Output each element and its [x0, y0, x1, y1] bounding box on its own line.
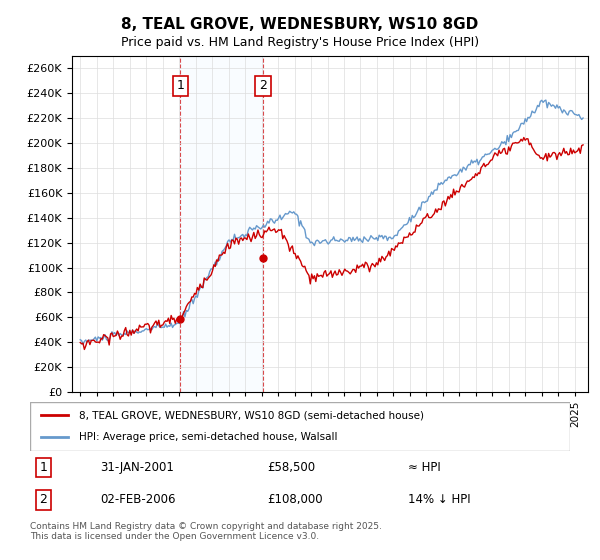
Text: 8, TEAL GROVE, WEDNESBURY, WS10 8GD: 8, TEAL GROVE, WEDNESBURY, WS10 8GD: [121, 17, 479, 32]
Text: 02-FEB-2006: 02-FEB-2006: [100, 493, 176, 506]
Text: Price paid vs. HM Land Registry's House Price Index (HPI): Price paid vs. HM Land Registry's House …: [121, 36, 479, 49]
Text: 1: 1: [40, 461, 47, 474]
Text: HPI: Average price, semi-detached house, Walsall: HPI: Average price, semi-detached house,…: [79, 432, 337, 442]
Text: £58,500: £58,500: [268, 461, 316, 474]
Text: ≈ HPI: ≈ HPI: [408, 461, 441, 474]
Text: 2: 2: [259, 80, 267, 92]
Text: 1: 1: [176, 80, 184, 92]
FancyBboxPatch shape: [30, 402, 570, 451]
Text: 31-JAN-2001: 31-JAN-2001: [100, 461, 174, 474]
Text: 2: 2: [40, 493, 47, 506]
Text: £108,000: £108,000: [268, 493, 323, 506]
Text: 14% ↓ HPI: 14% ↓ HPI: [408, 493, 470, 506]
Text: 8, TEAL GROVE, WEDNESBURY, WS10 8GD (semi-detached house): 8, TEAL GROVE, WEDNESBURY, WS10 8GD (sem…: [79, 410, 424, 421]
Bar: [181, 56, 263, 392]
Text: Contains HM Land Registry data © Crown copyright and database right 2025.
This d: Contains HM Land Registry data © Crown c…: [30, 522, 382, 542]
